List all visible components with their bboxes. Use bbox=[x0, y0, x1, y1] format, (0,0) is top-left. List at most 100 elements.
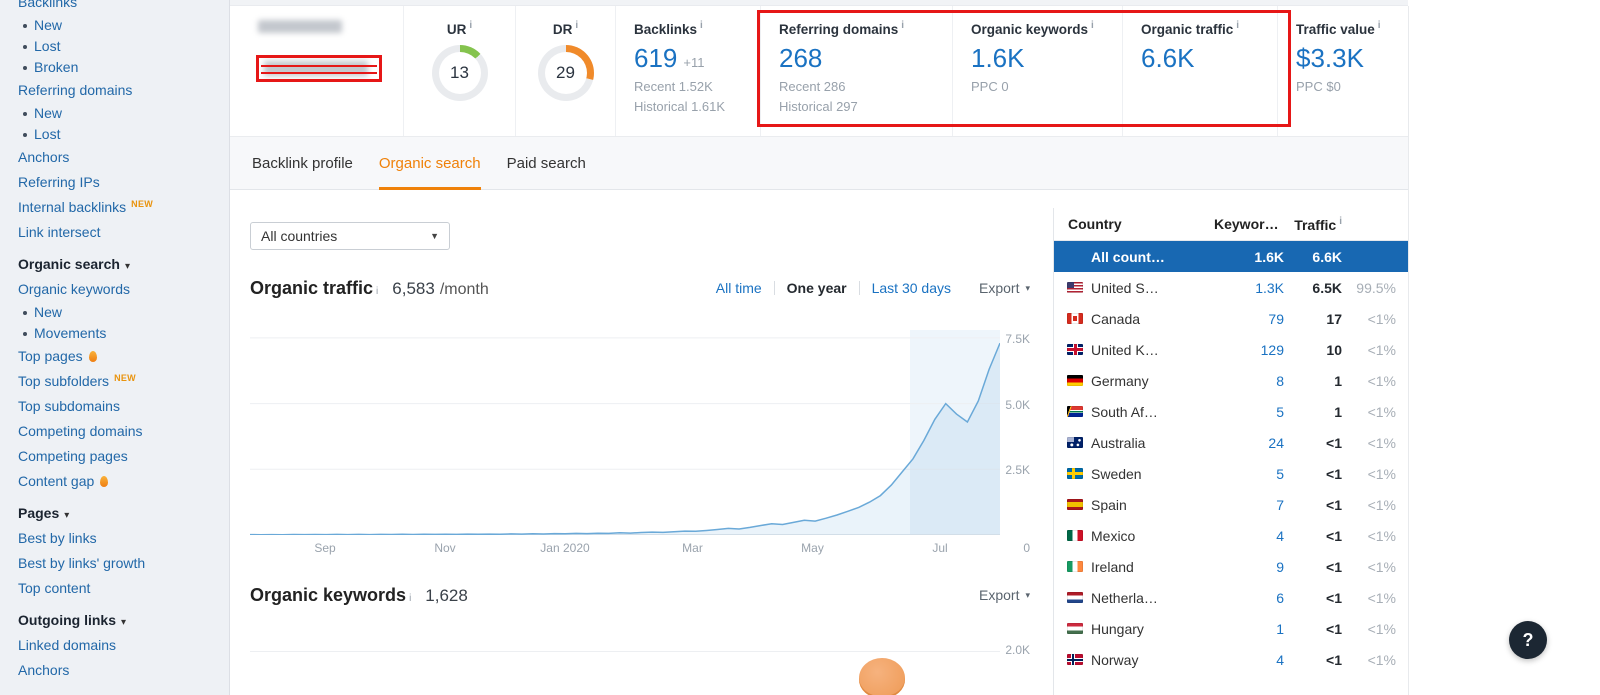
country-row[interactable]: Ireland 9 <1 <1% bbox=[1054, 551, 1408, 582]
info-icon[interactable]: i bbox=[376, 286, 379, 297]
help-button[interactable]: ? bbox=[1509, 621, 1547, 659]
range-all-time[interactable]: All time bbox=[715, 280, 762, 296]
sidebar-item[interactable]: Top subfolders NEW bbox=[0, 369, 229, 394]
keywords-gridline-label: 2.0K bbox=[1005, 643, 1030, 657]
sidebar-item[interactable]: Best by links' growth bbox=[0, 551, 229, 576]
sidebar-section-header[interactable]: Outgoing links ▾ bbox=[0, 608, 229, 633]
country-row[interactable]: All count… 1.6K 6.6K bbox=[1054, 241, 1408, 272]
date-range-controls: All time One year Last 30 days bbox=[716, 280, 951, 296]
range-one-year[interactable]: One year bbox=[786, 280, 847, 296]
keywords-column-header[interactable]: Keywor… bbox=[1214, 216, 1279, 232]
tab-backlink-profile[interactable]: Backlink profile bbox=[252, 154, 353, 172]
country-traffic: 6.6K bbox=[1312, 248, 1342, 265]
backlinks-value-row: 619 +11 bbox=[634, 43, 760, 74]
info-icon[interactable]: i bbox=[700, 20, 703, 31]
country-column-header[interactable]: Country bbox=[1068, 216, 1122, 232]
sidebar-item[interactable]: Referring IPs bbox=[0, 170, 229, 195]
organic-keywords-chart[interactable]: 2.0K bbox=[250, 630, 1030, 695]
traffic-value-label-row: Traffic value i bbox=[1296, 20, 1408, 37]
au-flag-icon bbox=[1067, 437, 1083, 448]
sidebar-item[interactable]: New bbox=[0, 103, 229, 124]
sidebar-item[interactable]: Linked domains bbox=[0, 633, 229, 658]
info-icon[interactable]: i bbox=[1377, 20, 1381, 31]
traffic-value-value[interactable]: $3.3K bbox=[1296, 43, 1364, 73]
sidebar-item[interactable]: Content gap bbox=[0, 469, 229, 494]
sidebar-item[interactable]: New bbox=[0, 15, 229, 36]
organic-traffic-chart[interactable]: 2.5K 5.0K 7.5K bbox=[249, 330, 1030, 536]
sidebar-item-label: Outgoing links bbox=[18, 612, 116, 628]
country-keywords: 8 bbox=[1276, 372, 1284, 389]
sidebar-item-label: Lost bbox=[34, 126, 61, 142]
sidebar-item[interactable]: Top subdomains bbox=[0, 394, 229, 419]
sidebar-section-header[interactable]: Organic search ▾ bbox=[0, 252, 229, 277]
country-keywords: 4 bbox=[1276, 527, 1284, 544]
sidebar-item[interactable]: Top pages bbox=[0, 344, 229, 369]
sidebar-item[interactable]: Movements bbox=[0, 323, 229, 344]
country-row[interactable]: Norway 4 <1 <1% bbox=[1054, 644, 1408, 675]
country-row[interactable]: South Af… 5 1 <1% bbox=[1054, 396, 1408, 427]
sidebar-item[interactable]: Competing domains bbox=[0, 419, 229, 444]
info-icon[interactable]: i bbox=[409, 593, 412, 604]
chevron-down-icon: ▾ bbox=[64, 510, 70, 521]
country-traffic-percent: <1% bbox=[1367, 310, 1396, 327]
country-traffic-percent: <1% bbox=[1367, 558, 1396, 575]
dr-label-row: DR i bbox=[516, 20, 615, 37]
sidebar-item[interactable]: Best by links bbox=[0, 526, 229, 551]
country-filter-value: All countries bbox=[261, 228, 338, 244]
organic-traffic-value[interactable]: 6.6K bbox=[1141, 43, 1195, 73]
range-last-30-days[interactable]: Last 30 days bbox=[871, 280, 951, 296]
country-filter-dropdown[interactable]: All countries ▼ bbox=[250, 222, 450, 250]
sidebar-item[interactable]: Organic keywords bbox=[0, 277, 229, 302]
info-icon[interactable]: i bbox=[469, 20, 473, 31]
country-row[interactable]: United S… 1.3K 6.5K 99.5% bbox=[1054, 272, 1408, 303]
sidebar-item[interactable]: Backlinks bbox=[0, 0, 229, 15]
export-button[interactable]: Export ▾ bbox=[979, 280, 1030, 296]
sidebar-item[interactable]: Anchors bbox=[0, 145, 229, 170]
referring-domains-value[interactable]: 268 bbox=[779, 43, 823, 73]
country-row[interactable]: Germany 8 1 <1% bbox=[1054, 365, 1408, 396]
sidebar-item[interactable]: Lost bbox=[0, 36, 229, 57]
info-icon[interactable]: i bbox=[1091, 20, 1094, 31]
tab-paid-search[interactable]: Paid search bbox=[506, 154, 586, 172]
sidebar-section-header[interactable]: Pages ▾ bbox=[0, 501, 229, 526]
sidebar-item[interactable]: Competing pages bbox=[0, 444, 229, 469]
country-row[interactable]: United K… 129 10 <1% bbox=[1054, 334, 1408, 365]
country-traffic: <1 bbox=[1326, 465, 1342, 482]
top-strip bbox=[230, 0, 1408, 6]
sidebar-item[interactable]: Link intersect bbox=[0, 220, 229, 245]
organic-keywords-value[interactable]: 1.6K bbox=[971, 43, 1025, 73]
info-icon[interactable]: i bbox=[575, 20, 579, 31]
country-row[interactable]: Canada 79 17 <1% bbox=[1054, 303, 1408, 334]
chevron-down-icon: ▾ bbox=[121, 617, 127, 628]
country-row[interactable]: Spain 7 <1 <1% bbox=[1054, 489, 1408, 520]
sidebar-item[interactable]: Broken bbox=[0, 57, 229, 78]
organic-keywords-metric: Organic keywords i 1.6K PPC 0 bbox=[952, 6, 1122, 136]
sidebar-item-label: Organic search bbox=[18, 256, 120, 272]
country-row[interactable]: Australia 24 <1 <1% bbox=[1054, 427, 1408, 458]
organic-traffic-unit: /month bbox=[439, 281, 489, 298]
country-row[interactable]: Mexico 4 <1 <1% bbox=[1054, 520, 1408, 551]
info-icon[interactable]: i bbox=[901, 20, 905, 31]
tab-organic-search[interactable]: Organic search bbox=[378, 137, 481, 190]
country-row[interactable]: Netherla… 6 <1 <1% bbox=[1054, 582, 1408, 613]
country-row[interactable]: Hungary 1 <1 <1% bbox=[1054, 613, 1408, 644]
country-traffic-percent: <1% bbox=[1367, 496, 1396, 513]
ur-metric: UR i 13 bbox=[403, 6, 515, 136]
sidebar-item[interactable]: Top content bbox=[0, 576, 229, 601]
sidebar-item[interactable]: Internal backlinks NEW bbox=[0, 195, 229, 220]
bullet-icon bbox=[23, 45, 27, 49]
export-button[interactable]: Export ▾ bbox=[979, 587, 1030, 603]
chevron-down-icon: ▾ bbox=[124, 261, 130, 272]
traffic-column-header[interactable]: Traffic i bbox=[1276, 216, 1342, 233]
y-axis-tick-label: 2.5K bbox=[1005, 463, 1030, 478]
info-icon[interactable]: i bbox=[1236, 20, 1240, 31]
sidebar-item[interactable]: Anchors bbox=[0, 658, 229, 683]
sidebar-item[interactable]: New bbox=[0, 302, 229, 323]
organic-keywords-label-row: Organic keywords i bbox=[971, 20, 1122, 37]
sidebar-item[interactable]: Lost bbox=[0, 124, 229, 145]
country-row[interactable]: Sweden 5 <1 <1% bbox=[1054, 458, 1408, 489]
y-axis-tick-label: 7.5K bbox=[1005, 331, 1030, 346]
country-traffic: <1 bbox=[1326, 558, 1342, 575]
backlinks-value[interactable]: 619 bbox=[634, 43, 678, 73]
sidebar-item[interactable]: Referring domains bbox=[0, 78, 229, 103]
